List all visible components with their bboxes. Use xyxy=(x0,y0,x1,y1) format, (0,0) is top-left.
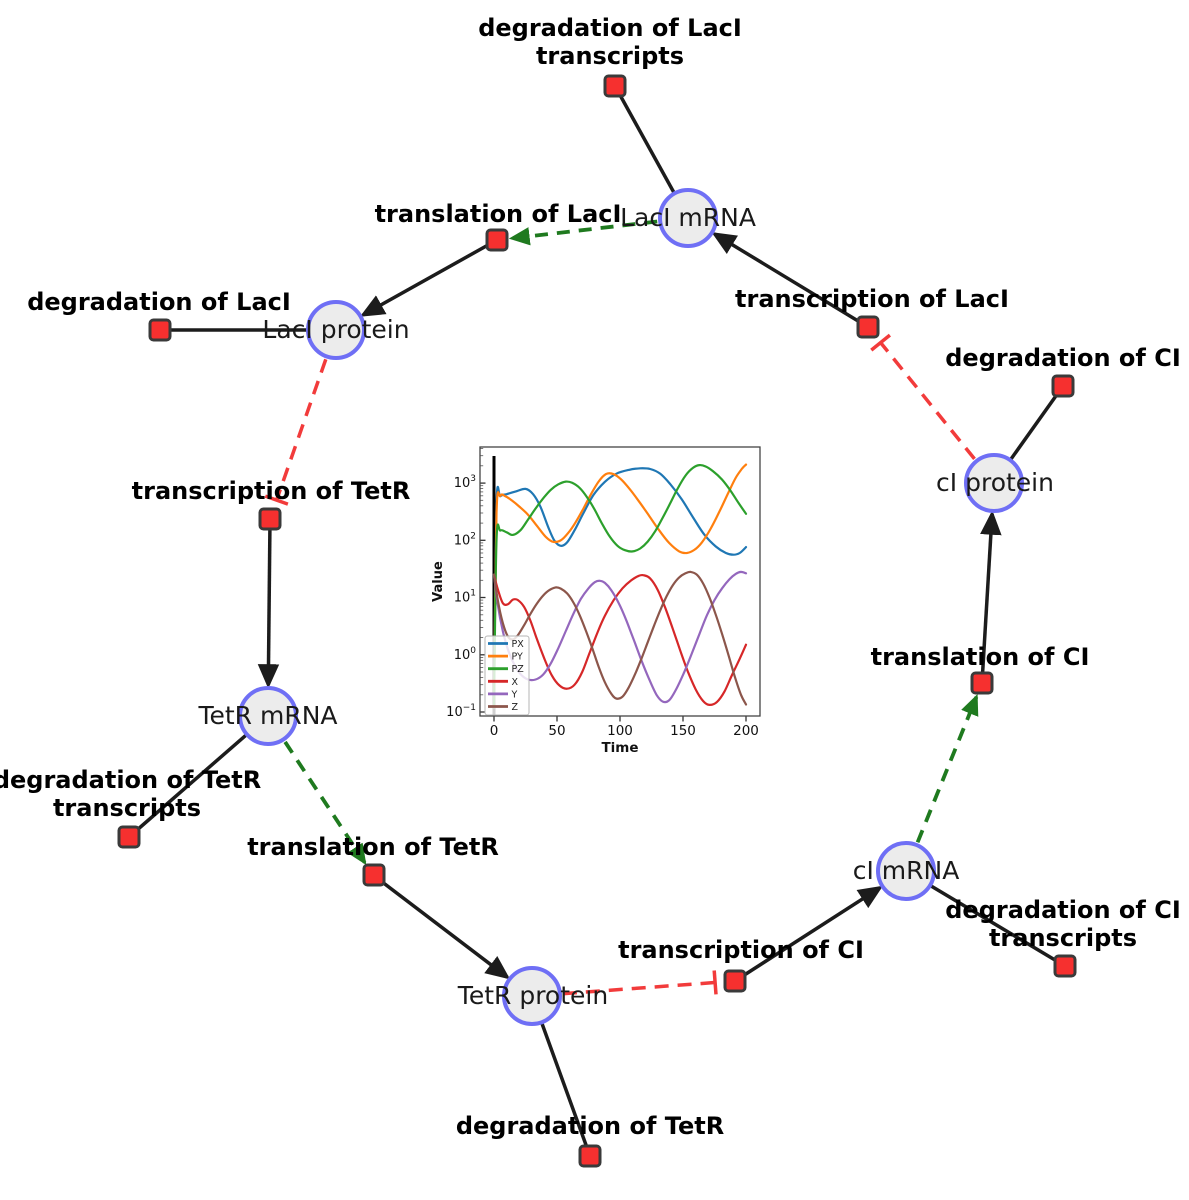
node-degradation-tetR-transcripts xyxy=(117,825,141,849)
label-degradation-tetR: degradation of TetR xyxy=(455,1112,725,1140)
node-translation-lacI xyxy=(485,228,509,252)
label-tetR-protein: TetR protein xyxy=(457,981,609,1010)
legend-label-PZ: PZ xyxy=(512,664,525,675)
tbar-inhibition-transcription-cI xyxy=(712,970,718,995)
edge-tetR-mrna-modifies-translation xyxy=(283,740,367,866)
inset-timeseries-chart: 10−1 100 101 102 103 0 50 100 150 200 Time Value PX P… xyxy=(430,440,782,772)
x-tick-label: 50 xyxy=(548,723,565,739)
legend-label-Y: Y xyxy=(511,689,518,700)
legend-label-PY: PY xyxy=(512,652,524,663)
edge-cI-protein-inhibits-transcription-lacI xyxy=(879,341,976,460)
chart-series-PY xyxy=(492,463,748,709)
edge-translation-lacI-to-protein xyxy=(359,238,498,317)
label-degradation-cI: degradation of CI xyxy=(945,344,1181,372)
edge-lacI-protein-inhibits-transcription-tetR xyxy=(274,358,328,501)
y-tick-label: 102 xyxy=(454,531,476,548)
label-degradation-lacI: degradation of LacI xyxy=(27,288,291,316)
node-translation-tetR xyxy=(362,863,386,887)
node-lacI-mrna xyxy=(658,188,718,248)
edge-cI-mrna-degradation-transcripts xyxy=(905,869,1066,968)
node-cI-protein xyxy=(964,453,1024,513)
y-tick-label: 103 xyxy=(454,474,476,491)
chart-series-PX xyxy=(492,467,748,709)
label-degradation-cI-transcripts: degradation of CI transcripts xyxy=(945,896,1181,952)
label-translation-cI: translation of CI xyxy=(870,643,1090,671)
edge-transcription-lacI-to-mrna xyxy=(711,232,869,329)
label-cI-mrna: cI mRNA xyxy=(852,856,960,885)
chart-axes-frame xyxy=(479,446,761,717)
label-cI-protein: cI protein xyxy=(936,468,1054,497)
edge-cI-mrna-modifies-translation xyxy=(915,693,979,844)
edge-translation-tetR-to-protein xyxy=(371,873,511,980)
edge-tetR-protein-inhibits-transcription-cI xyxy=(562,980,716,996)
y-axis-label: Value xyxy=(431,561,446,602)
label-degradation-tetR-transcripts: degradation of TetR transcripts xyxy=(0,766,262,822)
node-lacI-protein xyxy=(306,300,366,360)
x-axis-label: Time xyxy=(601,740,638,756)
edge-translation-cI-to-protein xyxy=(980,510,1002,684)
y-tick-label: 10−1 xyxy=(446,703,476,720)
edge-transcription-cI-to-mrna xyxy=(734,885,883,983)
edge-transcription-tetR-to-mrna xyxy=(257,518,280,689)
node-cI-mrna xyxy=(876,841,936,901)
node-transcription-lacI xyxy=(856,315,880,339)
label-lacI-protein: LacI protein xyxy=(262,315,410,344)
node-transcription-tetR xyxy=(258,507,282,531)
x-tick-label: 150 xyxy=(670,723,696,739)
x-tick-label: 100 xyxy=(607,723,633,739)
label-translation-lacI: translation of LacI xyxy=(374,200,622,228)
node-degradation-tetR xyxy=(578,1144,602,1168)
chart-series-Z xyxy=(492,570,748,706)
node-degradation-cI-transcripts xyxy=(1053,954,1077,978)
label-degradation-lacI-transcripts: degradation of LacI transcripts xyxy=(478,14,742,70)
label-tetR-mrna: TetR mRNA xyxy=(198,701,338,730)
tbar-inhibition-transcription-tetR xyxy=(264,494,289,506)
chart-series-X xyxy=(492,573,748,707)
node-degradation-cI xyxy=(1051,374,1075,398)
edge-lacI-mrna-modifies-translation xyxy=(508,219,658,246)
label-translation-tetR: translation of TetR xyxy=(247,833,499,861)
label-lacI-mrna: LacI mRNA xyxy=(620,203,756,232)
legend-label-PX: PX xyxy=(512,639,525,650)
label-transcription-lacI: transcription of LacI xyxy=(735,285,1009,313)
node-transcription-cI xyxy=(723,969,747,993)
label-transcription-cI: transcription of CI xyxy=(618,936,864,964)
node-degradation-lacI-transcripts xyxy=(603,74,627,98)
label-transcription-tetR: transcription of TetR xyxy=(131,477,411,505)
node-tetR-protein xyxy=(502,966,562,1026)
node-degradation-lacI xyxy=(148,318,172,342)
legend-label-X: X xyxy=(512,677,519,688)
node-translation-cI xyxy=(970,671,994,695)
tbar-inhibition-transcription-lacI xyxy=(870,333,891,352)
y-tick-label: 100 xyxy=(454,646,477,663)
x-tick-label: 200 xyxy=(733,723,759,739)
chart-series-PZ xyxy=(492,463,748,709)
legend-label-Z: Z xyxy=(512,702,519,713)
y-tick-label: 101 xyxy=(454,589,476,606)
x-tick-label: 0 xyxy=(490,723,499,739)
